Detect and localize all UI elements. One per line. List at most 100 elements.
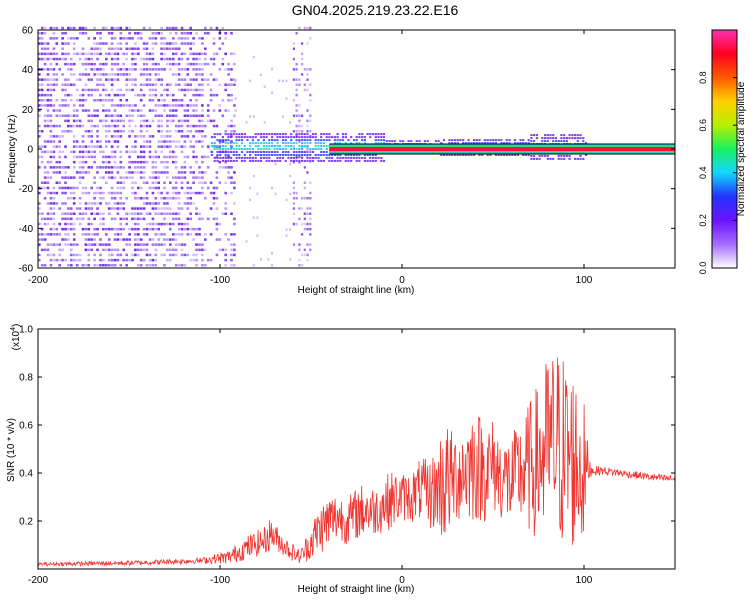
spectrogram-cell bbox=[116, 258, 120, 262]
spectrogram-cell bbox=[303, 142, 306, 145]
spectrogram-cell bbox=[166, 26, 169, 30]
spectrogram-cell bbox=[486, 139, 489, 142]
spectrogram-cell bbox=[87, 166, 91, 169]
spectrogram-cell bbox=[260, 73, 262, 77]
spectrogram-cell bbox=[358, 133, 361, 136]
spectrogram-x-tick-label: -100 bbox=[210, 275, 230, 286]
spectrogram-cell bbox=[201, 243, 204, 246]
spectrogram-cell bbox=[234, 109, 237, 112]
spectrogram-cell bbox=[311, 148, 315, 150]
spectrogram-cell bbox=[206, 62, 210, 66]
spectrogram-cell bbox=[303, 248, 306, 252]
spectrogram-cell bbox=[204, 26, 207, 30]
spectrogram-cell bbox=[361, 136, 364, 139]
spectrogram-cell bbox=[142, 114, 146, 117]
spectrogram-cell bbox=[116, 248, 120, 252]
spectrogram-cell bbox=[142, 119, 146, 123]
spectrogram-cell bbox=[125, 73, 128, 76]
spectrogram-cell bbox=[230, 181, 233, 184]
spectrogram-cell bbox=[189, 171, 192, 174]
spectrogram-cell bbox=[303, 159, 306, 162]
spectrogram-cell bbox=[157, 181, 160, 184]
spectrogram-cell bbox=[58, 135, 61, 138]
spectrogram-cell bbox=[374, 136, 377, 139]
spectrogram-cell bbox=[122, 93, 125, 97]
spectrogram-cell bbox=[221, 139, 224, 142]
spectrogram-cell bbox=[325, 148, 328, 150]
spectrogram-cell bbox=[87, 57, 91, 61]
spectrogram-cell bbox=[322, 154, 325, 156]
spectrogram-cell bbox=[72, 104, 76, 107]
spectrogram-cell bbox=[180, 150, 184, 154]
spectrogram-cell bbox=[475, 139, 478, 142]
spectrogram-cell bbox=[215, 78, 219, 81]
spectrogram-cell bbox=[180, 186, 184, 190]
spectrogram-cell bbox=[105, 62, 108, 66]
spectrogram-cell bbox=[93, 26, 96, 30]
spectrogram-cell bbox=[274, 192, 277, 196]
spectrogram-cell bbox=[125, 253, 128, 257]
spectrogram-cell bbox=[93, 88, 96, 92]
spectrogram-cell bbox=[116, 140, 120, 143]
spectrogram-cell bbox=[52, 135, 56, 138]
spectrogram-cell bbox=[67, 217, 70, 221]
spectrogram-cell bbox=[201, 124, 204, 128]
spectrogram-cell bbox=[494, 139, 497, 142]
spectrogram-cell bbox=[99, 264, 102, 267]
spectrogram-cell bbox=[233, 114, 236, 117]
spectrogram-cell bbox=[46, 78, 50, 81]
spectrogram-cell bbox=[192, 114, 195, 117]
spectrogram-cell bbox=[169, 83, 172, 86]
spectrogram-cell bbox=[43, 222, 47, 226]
spectrogram-cell bbox=[576, 137, 579, 140]
spectrogram-cell bbox=[374, 133, 377, 136]
spectrogram-cell bbox=[110, 57, 114, 61]
spectrogram-cell bbox=[40, 99, 44, 102]
spectrogram-cell bbox=[154, 207, 158, 210]
spectrogram-cell bbox=[145, 197, 149, 200]
spectrogram-cell bbox=[49, 197, 53, 200]
spectrogram-cell bbox=[331, 154, 334, 156]
spectrogram-cell bbox=[96, 191, 99, 195]
spectrogram-cell bbox=[49, 212, 53, 215]
spectrogram-cell bbox=[70, 264, 73, 267]
spectrogram-cell bbox=[78, 222, 82, 226]
spectrogram-cell bbox=[142, 145, 146, 148]
spectrogram-cell bbox=[339, 154, 342, 156]
spectrogram-cell bbox=[49, 217, 53, 221]
spectrogram-cell bbox=[70, 253, 73, 257]
spectrogram-cell bbox=[52, 47, 56, 50]
spectrogram-cell bbox=[508, 142, 511, 145]
spectrogram-cell bbox=[251, 136, 254, 139]
spectrogram-cell bbox=[298, 264, 301, 267]
spectrogram-cell bbox=[180, 99, 184, 102]
spectrogram-cell bbox=[61, 32, 64, 35]
spectrogram-cell bbox=[292, 212, 295, 215]
spectrogram-cell bbox=[43, 47, 47, 50]
spectrogram-cell bbox=[49, 202, 53, 205]
spectrogram-cell bbox=[177, 99, 181, 102]
spectrogram-cell bbox=[322, 159, 325, 162]
spectrogram-cell bbox=[137, 222, 140, 226]
spectrogram-cell bbox=[96, 124, 99, 128]
spectrogram-cell bbox=[301, 139, 304, 142]
spectrogram-cell bbox=[96, 130, 99, 133]
spectrogram-cell bbox=[361, 133, 364, 136]
spectrogram-cell bbox=[110, 135, 114, 138]
spectrogram-cell bbox=[306, 73, 309, 76]
spectrogram-cell bbox=[284, 148, 287, 150]
spectrogram-cell bbox=[84, 150, 88, 154]
spectrogram-cell bbox=[339, 139, 342, 142]
spectrogram-cell bbox=[292, 156, 295, 159]
spectrogram-cell bbox=[309, 217, 312, 221]
spectrogram-cell bbox=[99, 212, 102, 215]
spectrogram-cell bbox=[105, 171, 108, 174]
spectrogram-cell bbox=[163, 88, 166, 92]
spectrogram-cell bbox=[163, 171, 166, 174]
spectrogram-cell bbox=[49, 99, 53, 102]
spectrogram-cell bbox=[160, 160, 163, 164]
spectrogram-cell bbox=[303, 151, 306, 153]
snr-marks bbox=[37, 357, 676, 567]
spectrogram-cell bbox=[183, 78, 187, 81]
spectrogram-cell bbox=[38, 114, 41, 117]
